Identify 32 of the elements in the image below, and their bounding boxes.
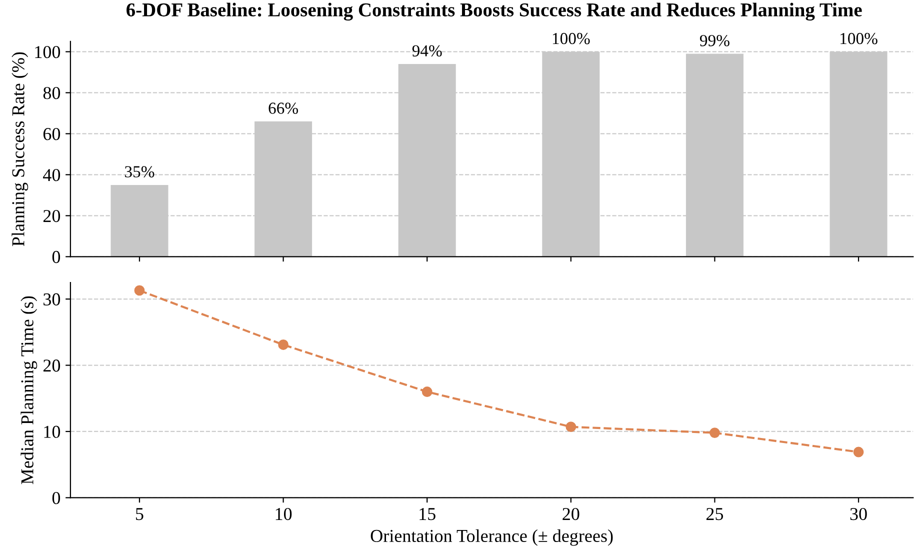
y-axis-title: Median Planning Time (s) (20, 296, 38, 484)
point (566, 422, 576, 432)
data-label: 100% (840, 32, 878, 44)
y-tick-label: 100 (35, 46, 60, 58)
x-tick-label: 25 (706, 508, 724, 520)
y-axis-title: Planning Success Rate (%) (12, 52, 28, 246)
y-tick-label: 80 (43, 86, 60, 100)
y-tick-label: 20 (43, 210, 60, 222)
chart-title: 6-DOF Baseline: Loosening Constraints Boosts Success Rate and Reduces Planning Time (126, 2, 862, 21)
y-tick-label: 40 (43, 168, 60, 182)
data-label: 100% (552, 32, 590, 44)
y-tick-label: 10 (44, 426, 60, 438)
point (853, 446, 864, 458)
point (422, 386, 432, 397)
point (134, 285, 145, 296)
data-label: 66% (268, 102, 298, 114)
x-tick-label: 15 (420, 508, 436, 520)
data-label: 99% (700, 34, 730, 46)
x-tick-label: 10 (276, 508, 292, 520)
y-tick-label: 0 (52, 250, 60, 264)
x-axis-title: Orientation Tolerance (± degrees) (370, 529, 613, 546)
x-tick-label: 20 (562, 508, 580, 520)
y-tick-label: 60 (43, 128, 60, 140)
data-label: 35% (125, 166, 154, 178)
y-tick-label: 20 (43, 360, 60, 372)
x-tick-label: 5 (136, 508, 144, 520)
y-tick-label: 0 (52, 492, 60, 504)
data-label: 94% (412, 45, 442, 57)
y-tick-label: 30 (44, 293, 60, 306)
point (278, 340, 288, 350)
point (710, 428, 720, 438)
x-tick-label: 30 (850, 508, 867, 520)
